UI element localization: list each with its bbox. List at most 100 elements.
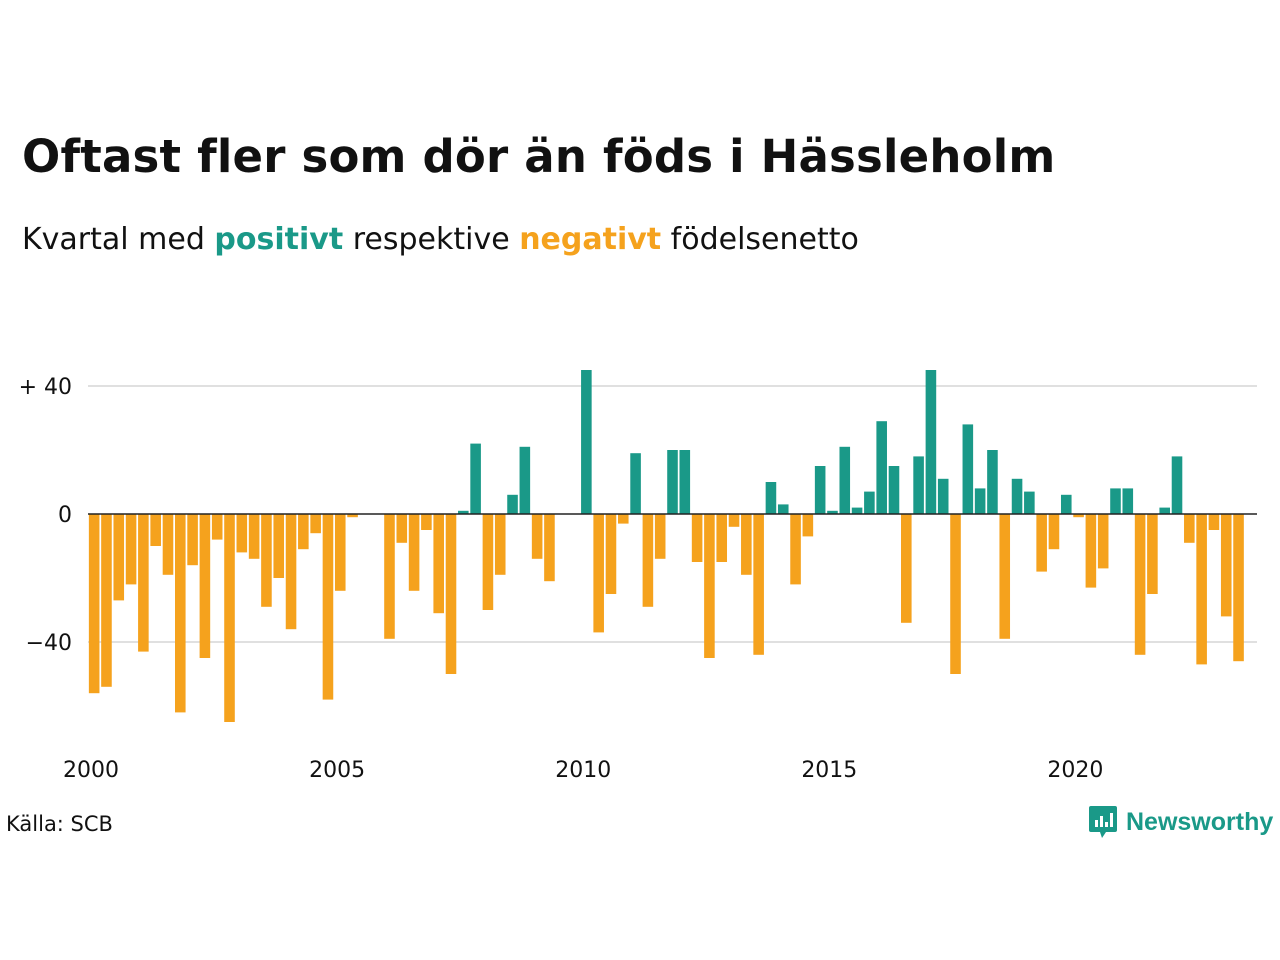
bar-62: [851, 507, 863, 514]
bar-30: [458, 510, 469, 514]
grid-lines: [88, 385, 1257, 643]
bar-75: [1011, 478, 1023, 514]
bar-58: [802, 514, 814, 537]
bar-91: [1208, 514, 1220, 530]
bar-66: [901, 514, 912, 623]
bar-77: [1036, 514, 1047, 572]
bar-1: [101, 514, 112, 687]
bar-83: [1110, 488, 1121, 514]
bar-81: [1085, 514, 1097, 588]
bar-49: [691, 514, 703, 562]
bar-43: [617, 514, 629, 524]
bar-28: [433, 514, 444, 614]
bar-93: [1233, 514, 1244, 662]
bar-34: [507, 494, 518, 514]
bar-60: [827, 510, 838, 514]
bar-17: [298, 514, 309, 550]
bar-0: [88, 514, 100, 694]
bar-51: [716, 514, 728, 562]
bar-55: [765, 482, 777, 514]
bar-13: [248, 514, 260, 559]
bar-42: [605, 514, 617, 594]
bar-41: [593, 514, 604, 633]
subtitle-text-2: respektive: [343, 222, 520, 257]
bar-53: [741, 514, 752, 575]
bar-80: [1073, 514, 1084, 518]
bar-78: [1048, 514, 1060, 550]
bar-46: [654, 514, 666, 559]
bar-7: [175, 514, 186, 713]
subtitle-text-1: Kvartal med: [22, 222, 215, 257]
bar-48: [679, 450, 691, 514]
y-tick-label: −40: [26, 631, 72, 656]
bar-4: [138, 514, 149, 652]
bar-82: [1097, 514, 1109, 569]
bar-44: [630, 453, 641, 514]
bar-85: [1134, 514, 1146, 655]
bar-65: [888, 466, 900, 514]
bar-79: [1060, 494, 1072, 514]
bar-15: [273, 514, 285, 578]
bar-89: [1184, 514, 1195, 543]
bar-70: [950, 514, 961, 674]
bar-71: [962, 424, 974, 514]
bar-37: [544, 514, 555, 582]
bar-24: [384, 514, 395, 639]
bar-67: [913, 456, 924, 514]
bar-5: [150, 514, 161, 546]
bar-59: [814, 466, 826, 514]
bar-27: [421, 514, 432, 530]
bar-92: [1220, 514, 1232, 617]
bar-25: [396, 514, 408, 543]
x-tick-label: 2010: [555, 758, 611, 783]
bar-45: [642, 514, 654, 607]
x-tick-label: 2020: [1047, 758, 1103, 783]
bar-72: [974, 488, 986, 514]
bar-3: [125, 514, 137, 585]
bar-64: [876, 421, 887, 514]
bar-10: [211, 514, 223, 540]
bar-19: [322, 514, 334, 700]
y-tick-label: 0: [58, 503, 72, 528]
chart-subtitle: Kvartal med positivt respektive negativt…: [22, 222, 859, 257]
newsworthy-logo[interactable]: Newsworthy: [1088, 804, 1273, 840]
x-tick-label: 2000: [63, 758, 119, 783]
chart-title: Oftast fler som dör än föds i Hässleholm: [22, 130, 1056, 183]
subtitle-text-3: födelsenetto: [661, 222, 859, 257]
bar-35: [519, 446, 531, 514]
bar-2: [113, 514, 125, 601]
bar-12: [236, 514, 248, 553]
bar-9: [199, 514, 211, 658]
bar-32: [482, 514, 494, 610]
bar-8: [187, 514, 198, 566]
subtitle-negative-word: negativt: [519, 222, 662, 257]
bar-29: [445, 514, 457, 674]
newsworthy-logo-icon: [1089, 806, 1117, 838]
bar-54: [753, 514, 764, 655]
bar-20: [334, 514, 346, 591]
bar-56: [777, 504, 789, 514]
bar-86: [1147, 514, 1158, 594]
bars: [88, 370, 1244, 722]
bar-11: [224, 514, 235, 722]
bar-61: [839, 446, 851, 514]
bar-14: [261, 514, 272, 607]
bar-31: [470, 443, 481, 514]
bar-6: [162, 514, 174, 575]
bar-33: [494, 514, 506, 575]
bar-21: [347, 514, 358, 518]
bar-76: [1024, 491, 1035, 514]
logo-text: Newsworthy: [1126, 807, 1274, 836]
bar-47: [667, 450, 678, 514]
bar-63: [864, 491, 875, 514]
bar-18: [310, 514, 321, 534]
bar-90: [1196, 514, 1207, 665]
bar-16: [285, 514, 297, 630]
bar-50: [704, 514, 715, 658]
bar-73: [987, 450, 998, 514]
bar-88: [1171, 456, 1183, 514]
bar-74: [999, 514, 1011, 639]
bar-36: [531, 514, 543, 559]
bar-68: [925, 370, 937, 514]
bar-69: [937, 478, 949, 514]
